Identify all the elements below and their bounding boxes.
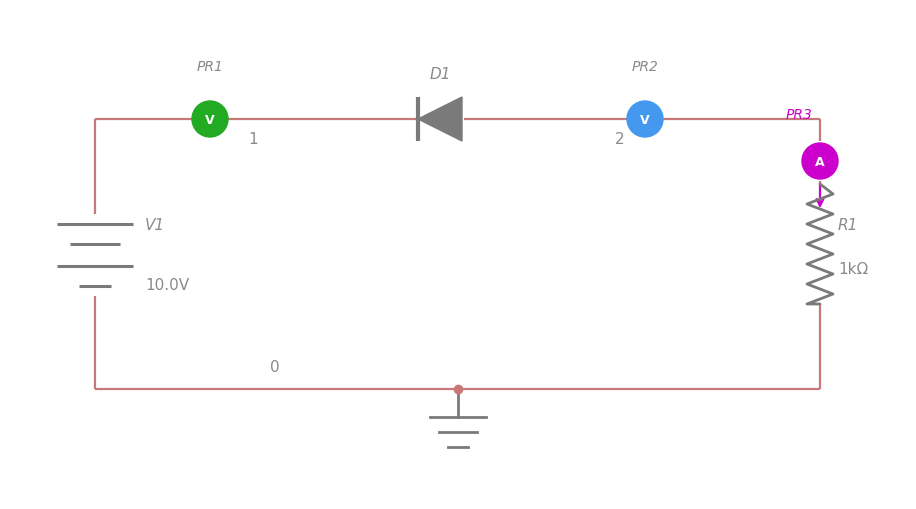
Text: D1: D1	[430, 67, 451, 82]
Text: 2: 2	[616, 132, 625, 147]
Text: R1: R1	[838, 217, 858, 232]
Text: V: V	[640, 114, 649, 126]
Text: 1kΩ: 1kΩ	[838, 262, 868, 277]
Text: 0: 0	[270, 359, 279, 374]
Circle shape	[802, 144, 838, 180]
Text: PR1: PR1	[197, 60, 224, 74]
Circle shape	[627, 102, 663, 138]
Text: V1: V1	[145, 217, 165, 232]
Polygon shape	[418, 98, 462, 142]
Text: PR2: PR2	[631, 60, 659, 74]
Text: 1: 1	[248, 132, 257, 147]
Text: PR3: PR3	[785, 108, 812, 122]
Text: A: A	[815, 155, 824, 168]
Circle shape	[192, 102, 228, 138]
Text: V: V	[205, 114, 215, 126]
Text: 10.0V: 10.0V	[145, 277, 189, 292]
